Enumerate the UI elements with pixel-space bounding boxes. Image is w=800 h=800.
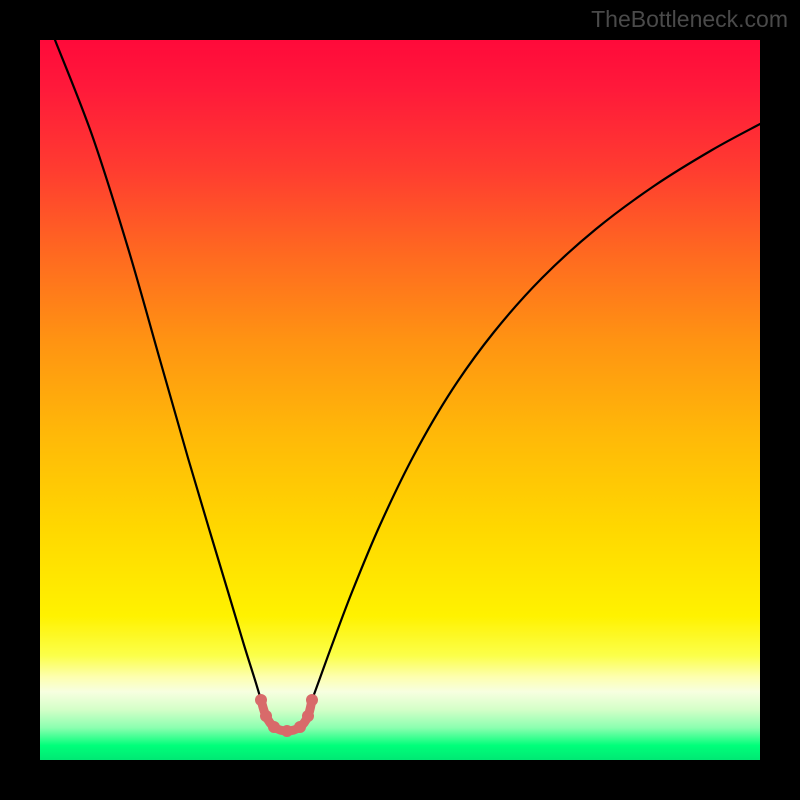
trough-marker (281, 725, 293, 737)
chart-svg (0, 0, 800, 800)
trough-marker (306, 694, 318, 706)
watermark-text: TheBottleneck.com (591, 6, 788, 33)
plot-area (40, 40, 760, 760)
trough-marker (260, 710, 272, 722)
trough-marker (302, 710, 314, 722)
chart-canvas: TheBottleneck.com (0, 0, 800, 800)
trough-marker (294, 721, 306, 733)
trough-marker (255, 694, 267, 706)
trough-marker (268, 721, 280, 733)
